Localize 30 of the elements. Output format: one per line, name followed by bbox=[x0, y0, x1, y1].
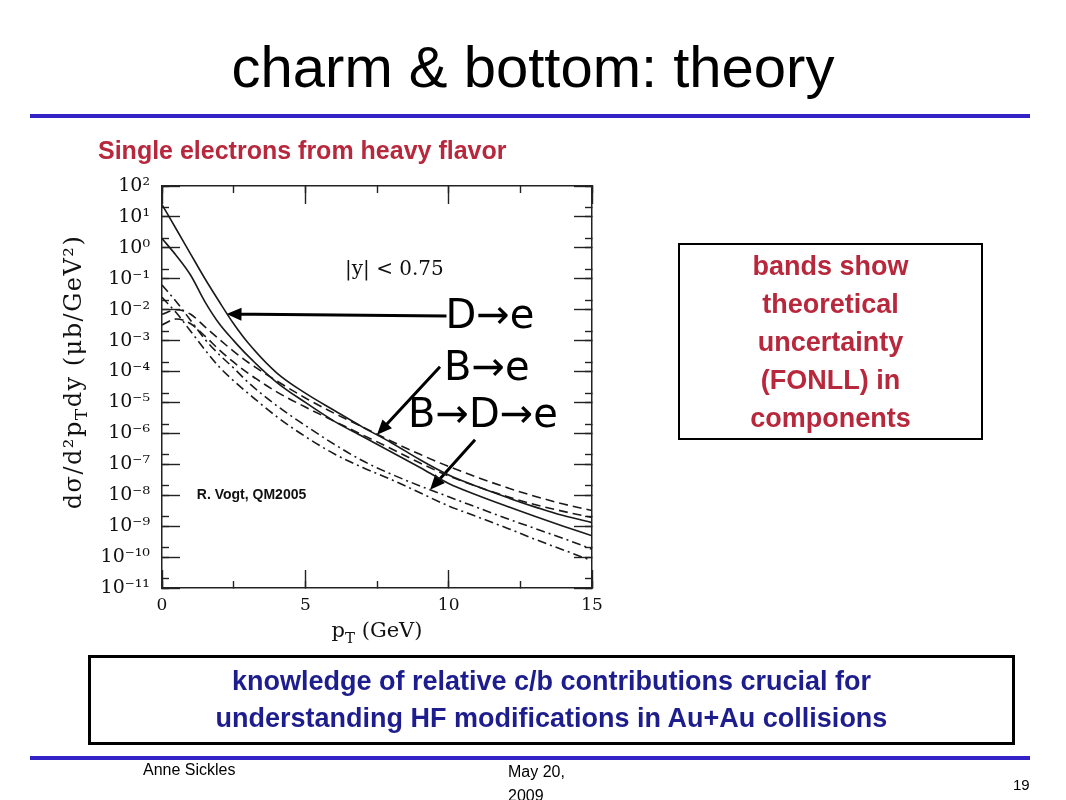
y-tick-label: 10⁻⁸ bbox=[108, 482, 151, 505]
y-tick-label: 10⁻⁷ bbox=[108, 451, 151, 474]
callout-box: bands show theoretical uncertainty (FONLL) in components bbox=[678, 243, 983, 440]
y-tick-label: 10⁻³ bbox=[108, 327, 150, 350]
x-tick-label: 0 bbox=[156, 593, 168, 614]
annotation: R. Vogt, QM2005 bbox=[196, 486, 307, 502]
y-tick-label: 10⁻⁵ bbox=[108, 389, 150, 412]
y-tick-label: 10⁻² bbox=[108, 296, 150, 319]
y-tick-label: 10⁻¹ bbox=[108, 265, 150, 288]
y-tick-label: 10⁻⁹ bbox=[108, 513, 151, 536]
callout-box: knowledge of relative c/b contributions crucial for understanding HF modifications in Au+Au collisions bbox=[88, 655, 1015, 745]
x-tick-label: 15 bbox=[581, 593, 603, 614]
chart-subtitle: Single electrons from heavy flavor bbox=[98, 135, 507, 165]
text: Anne Sickles bbox=[143, 760, 236, 780]
y-tick-label: 10⁻¹¹ bbox=[100, 574, 150, 597]
y-tick-label: 10⁻¹⁰ bbox=[100, 544, 151, 567]
y-tick-label: 10² bbox=[118, 172, 150, 195]
y-tick-label: 10⁻⁶ bbox=[108, 420, 151, 443]
annotation: B→e bbox=[444, 343, 530, 390]
text: 19 bbox=[1013, 776, 1030, 794]
y-tick-label: 10⁻⁴ bbox=[108, 358, 151, 381]
y-tick-label: 10¹ bbox=[118, 203, 150, 226]
y-tick-label: 10⁰ bbox=[118, 234, 151, 257]
x-tick-label: 5 bbox=[299, 593, 311, 614]
x-tick-label: 10 bbox=[437, 593, 460, 614]
annotation: D→e bbox=[445, 291, 535, 338]
y-axis-title: dσ/d²pTdy (μb/GeV²) bbox=[59, 234, 92, 510]
chart-title: charm & bottom: theory bbox=[230, 33, 836, 101]
annotation: B→D→e bbox=[408, 390, 558, 437]
annotation: |y| < 0.75 bbox=[345, 256, 444, 282]
